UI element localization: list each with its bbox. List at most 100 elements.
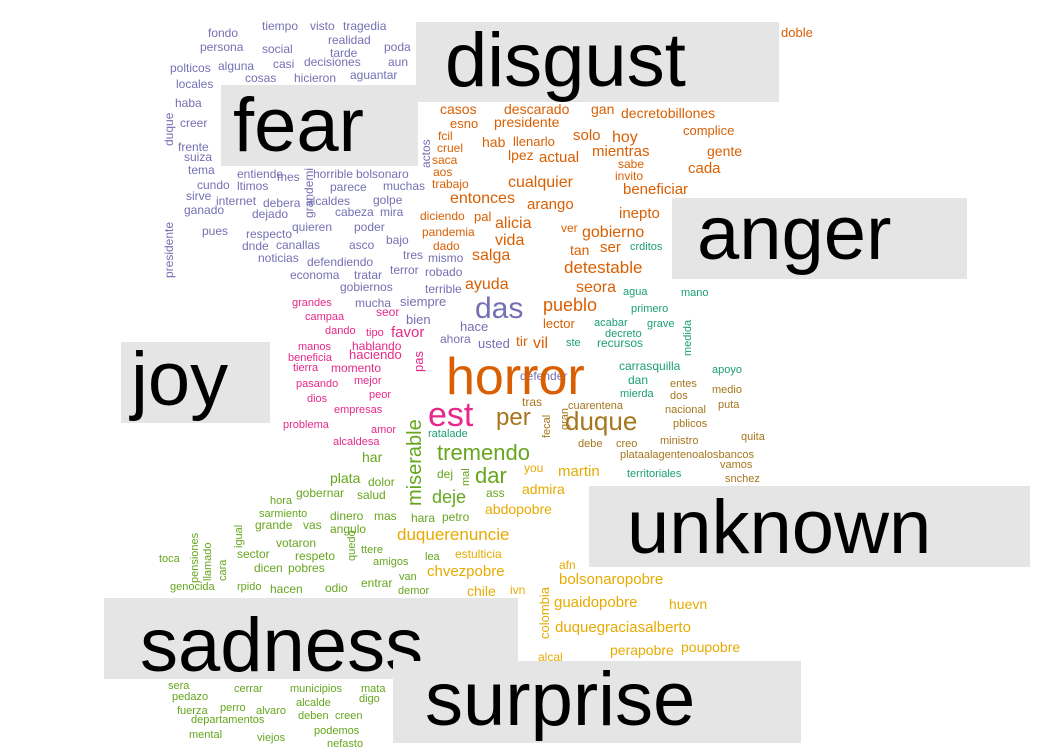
word-llamado: llamado [202, 542, 214, 581]
word-hablando: hablando [352, 339, 402, 353]
word-igual: igual [233, 525, 245, 548]
word-hicieron: hicieron [294, 71, 336, 85]
word-petro: petro [442, 510, 470, 524]
word-vamos: vamos [720, 459, 753, 471]
word-pueblo: pueblo [543, 295, 597, 315]
word-solo: solo [573, 127, 601, 144]
word-ganado: ganado [184, 203, 224, 217]
word-territoriales: territoriales [627, 468, 682, 480]
emotion-label-box [393, 661, 801, 743]
word-defendiendo: defendiendo [307, 255, 373, 269]
word-dej: dej [437, 467, 453, 481]
word-suiza: suiza [184, 150, 212, 164]
word-dnde: dnde [242, 239, 269, 253]
word-invito: invito [615, 169, 643, 183]
word-lea: lea [425, 551, 441, 563]
word-acabar: acabar [594, 317, 628, 329]
word-cada: cada [688, 160, 721, 177]
word-cara: cara [217, 559, 229, 581]
emotion-label-fear: fear [221, 83, 418, 168]
word-mucha: mucha [355, 296, 391, 310]
word-gobernar: gobernar [296, 486, 344, 500]
word-golpe: golpe [373, 193, 403, 207]
word-poder: poder [354, 220, 385, 234]
word-campaa: campaa [305, 311, 345, 323]
word-chile: chile [467, 583, 496, 599]
word-nefasto: nefasto [327, 738, 363, 750]
word-fcil: fcil [438, 129, 453, 143]
word-dicen: dicen [254, 561, 283, 575]
word-seor: seor [376, 305, 399, 319]
word-ahora: ahora [440, 332, 471, 346]
word-fuerza: fuerza [177, 705, 208, 717]
word-pasando: pasando [296, 378, 338, 390]
word-mira: mira [380, 205, 404, 219]
word-podemos: podemos [314, 725, 360, 737]
word-sera: sera [168, 680, 190, 692]
word-terror: terror [390, 263, 419, 277]
word-puta: puta [718, 399, 740, 411]
word-grave: grave [647, 318, 675, 330]
emotion-label-unknown: unknown [589, 485, 1030, 570]
word-snchez: snchez [725, 473, 760, 485]
word-aguantar: aguantar [350, 68, 397, 82]
word-polticos: polticos [170, 61, 211, 75]
word-departamentos: departamentos [191, 714, 265, 726]
word-asco: asco [349, 238, 375, 252]
word-bien: bien [406, 312, 431, 327]
word-dios: dios [307, 393, 328, 405]
word-deje: deje [432, 487, 466, 507]
word-odio: odio [325, 581, 348, 595]
word-casos: casos [440, 101, 477, 117]
word-salud: salud [357, 488, 386, 502]
word-seora: seora [576, 279, 616, 296]
word-cuarentena: cuarentena [568, 400, 624, 412]
word-dado: dado [433, 239, 460, 253]
word-afn: afn [559, 558, 576, 572]
word-llenarlo: llenarlo [513, 134, 555, 149]
word-hoy: hoy [612, 129, 638, 146]
word-colombia: colombia [537, 586, 552, 639]
word-presidente: presidente [162, 222, 176, 278]
word-casi: casi [273, 57, 294, 71]
word-dolor: dolor [368, 475, 395, 489]
word-complice: complice [683, 123, 734, 138]
word-hora: hora [270, 495, 293, 507]
word-beneficiar: beneficiar [623, 181, 688, 198]
word-aos: aos [433, 165, 452, 179]
word-tan: tan [570, 242, 589, 258]
word-pobres: pobres [288, 561, 325, 575]
word-layer: fondo tiempo visto tragedia persona social rea… [159, 19, 813, 750]
emotion-label-joy: joy [121, 337, 270, 423]
word-economa: economa [290, 268, 340, 282]
word-cosas: cosas [245, 71, 276, 85]
word-quedo: quedo [346, 530, 358, 561]
word-grande: grande [255, 518, 293, 532]
word-dos: dos [670, 390, 688, 402]
word-angulo: angulo [330, 522, 366, 536]
word-hacen: hacen [270, 582, 303, 596]
word-terrible: terrible [425, 282, 462, 296]
word-pensiones: pensiones [189, 532, 201, 583]
word-primero: primero [631, 303, 668, 315]
word-crditos: crditos [630, 241, 663, 253]
word-guaidopobre: guaidopobre [554, 594, 637, 611]
word-agua: agua [623, 286, 648, 298]
emotion-label-text: fear [233, 83, 364, 168]
emotion-label-text: anger [697, 191, 891, 276]
word-sabe: sabe [618, 157, 644, 171]
word-medio: medio [712, 384, 742, 396]
word-municipios: municipios [290, 683, 342, 695]
word-quieren: quieren [292, 220, 332, 234]
word-gan: gan [591, 101, 614, 117]
word-alcalde: alcalde [296, 697, 331, 709]
word-grandemi: grandemi [302, 168, 316, 218]
word-gobiernos: gobiernos [340, 280, 393, 294]
word-noticias: noticias [258, 251, 299, 265]
word-trabajo: trabajo [432, 177, 469, 191]
word-actos: actos [419, 139, 433, 168]
word-ste: ste [566, 337, 581, 349]
word-mismo: mismo [428, 251, 464, 265]
word-mientras: mientras [592, 143, 650, 160]
emotion-label-layer: disgust fear anger joy unknown sadnesssurpris… [104, 18, 1030, 743]
